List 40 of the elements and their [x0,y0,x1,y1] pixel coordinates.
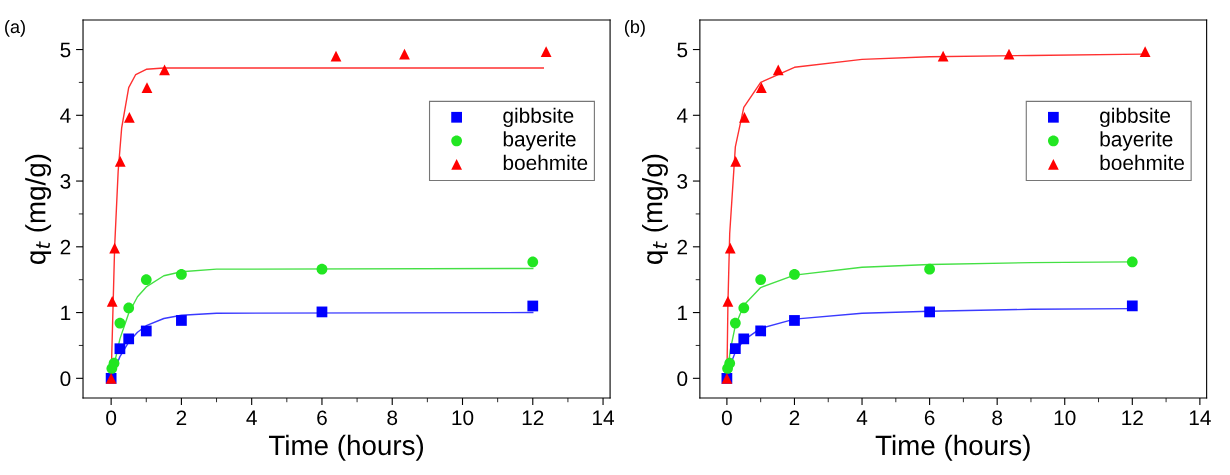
x-tick-label: 8 [992,410,1003,426]
legend-label: boehmite [503,154,588,171]
y-tick-label: 1 [678,305,688,321]
x-tick-label: 12 [1122,410,1143,425]
legend-label: bayerite [503,131,576,151]
y-tick-label: 0 [60,371,71,387]
legend-label: boehmite [1100,154,1184,171]
x-axis-title: Time (hours) [268,434,424,461]
y-tick-label: 5 [60,42,71,58]
x-tick-label: 2 [789,410,800,425]
legend-label: gibbsite [1100,107,1171,128]
text: (a) [5,19,25,37]
text: (b) [624,19,645,37]
y-tick-label: 2 [60,239,71,255]
x-tick-label: 8 [387,410,398,426]
x-tick-label: 14 [1189,410,1211,425]
x-axis-title: Time (hours) [875,434,1030,461]
x-tick-label: 0 [106,410,117,426]
y-tick-label: 0 [677,371,688,387]
y-tick-label: 5 [677,42,688,58]
legend-label: bayerite [1100,131,1173,151]
x-tick-label: 14 [593,410,615,425]
x-tick-label: 6 [317,410,327,426]
y-tick-label: 3 [60,174,71,189]
x-tick-label: 4 [856,410,868,425]
y-axis-title: q$_{t}$ (mg/g) [25,154,52,264]
y-tick-label: 4 [60,108,71,123]
y-tick-label: 1 [61,305,71,321]
legend-label: gibbsite [503,107,574,128]
x-tick-label: 0 [721,410,732,426]
x-tick-label: 12 [522,410,544,425]
y-tick-label: 3 [677,174,688,189]
x-tick-label: 4 [246,410,257,425]
x-tick-label: 2 [176,410,187,425]
y-tick-label: 4 [676,108,688,123]
x-tick-label: 10 [452,410,474,426]
y-tick-label: 2 [677,239,688,255]
x-tick-label: 6 [924,410,935,426]
y-axis-title: q$_{t}$ (mg/g) [642,154,668,264]
x-tick-label: 10 [1054,410,1076,426]
